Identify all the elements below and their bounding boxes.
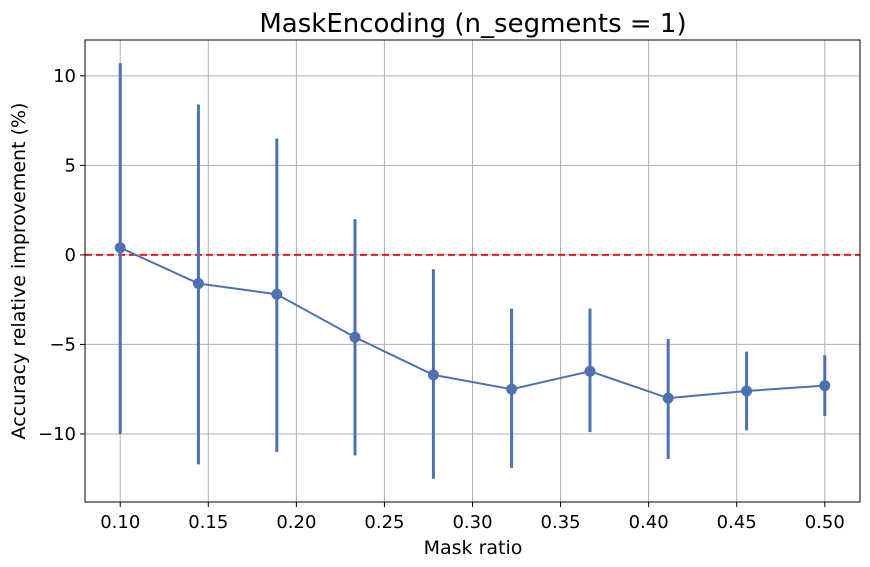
x-tick-label: 0.25 [364,512,404,533]
grid [85,40,860,502]
series-line [119,246,825,400]
data-point [427,369,439,381]
x-tick-label: 0.40 [629,512,669,533]
x-tick-label: 0.50 [805,512,845,533]
data-point [114,242,126,254]
x-tick-label: 0.45 [717,512,757,533]
y-tick-label: −10 [38,424,76,445]
y-axis: −10 −5 0 5 10 [38,66,85,445]
data-layer [114,63,831,479]
data-point [741,385,753,397]
y-tick-label: 10 [53,66,76,87]
x-axis-label: Mask ratio [424,537,523,559]
x-tick-label: 0.20 [276,512,316,533]
data-point [819,380,831,392]
chart-title: MaskEncoding (n_segments = 1) [259,9,686,39]
x-axis: 0.10 0.15 0.20 0.25 0.30 0.35 0.40 0.45 0.50 [100,502,845,533]
data-point [192,278,204,290]
data-point [271,288,283,300]
data-point [349,331,361,343]
x-tick-label: 0.15 [188,512,228,533]
x-tick-label: 0.10 [100,512,140,533]
y-tick-label: −5 [49,334,76,355]
y-axis-label: Accuracy relative improvement (%) [8,103,30,440]
data-point [506,383,518,395]
data-point [584,365,596,377]
x-tick-label: 0.30 [452,512,492,533]
y-tick-label: 5 [65,155,76,176]
y-tick-label: 0 [65,245,76,266]
data-point [662,392,674,404]
x-tick-label: 0.35 [541,512,581,533]
